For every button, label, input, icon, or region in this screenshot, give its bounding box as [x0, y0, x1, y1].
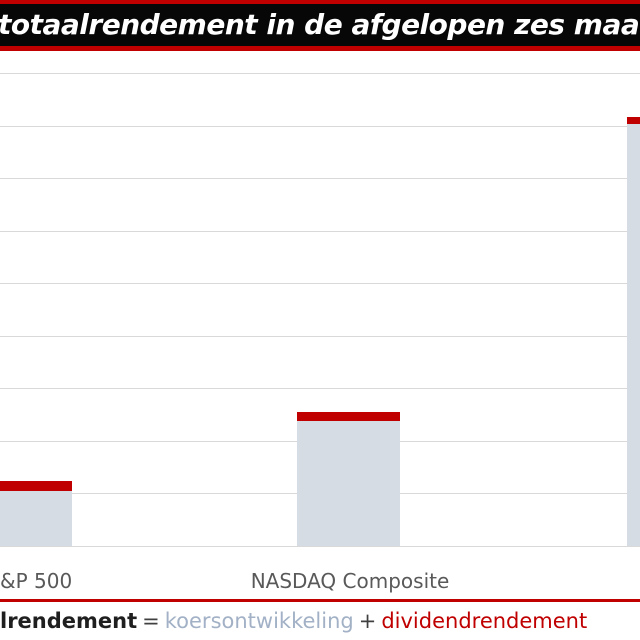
- legend-divider-rule: [0, 599, 640, 602]
- x-axis-label-nasdaq-composite: NASDAQ Composite: [250, 569, 450, 593]
- bar-third-index-cropped: [627, 117, 640, 546]
- gridline: [0, 336, 640, 337]
- legend-segment-dividendrendement: dividendrendement: [381, 609, 588, 633]
- plot-area: [0, 73, 640, 547]
- x-axis-line: [0, 546, 640, 547]
- bar-sp500: [0, 481, 72, 546]
- bar-segment-koersontwikkeling: [297, 421, 400, 546]
- gridline: [0, 283, 640, 284]
- bar-segment-dividendrendement: [627, 117, 640, 124]
- legend-segment-koersontwikkeling: koersontwikkeling: [164, 609, 354, 633]
- legend-segment-lrendement: lrendement: [0, 609, 138, 633]
- gridline: [0, 73, 640, 74]
- legend-segment-operator: +: [358, 609, 377, 633]
- bar-nasdaq-composite: [297, 412, 400, 546]
- bar-segment-koersontwikkeling: [0, 491, 72, 546]
- gridline: [0, 231, 640, 232]
- legend-formula: lrendement = koersontwikkeling + dividendren…: [0, 607, 640, 635]
- bar-segment-dividendrendement: [297, 412, 400, 421]
- bar-segment-dividendrendement: [0, 481, 72, 491]
- chart-title-bar: totaalrendement in de afgelopen zes maan: [0, 0, 640, 51]
- gridline: [0, 126, 640, 127]
- gridline: [0, 388, 640, 389]
- chart-title: totaalrendement in de afgelopen zes maan: [0, 8, 640, 41]
- gridline: [0, 178, 640, 179]
- bar-segment-koersontwikkeling: [627, 124, 640, 546]
- x-axis-label-sp500: &P 500: [0, 569, 73, 593]
- legend-segment-operator: =: [142, 609, 160, 633]
